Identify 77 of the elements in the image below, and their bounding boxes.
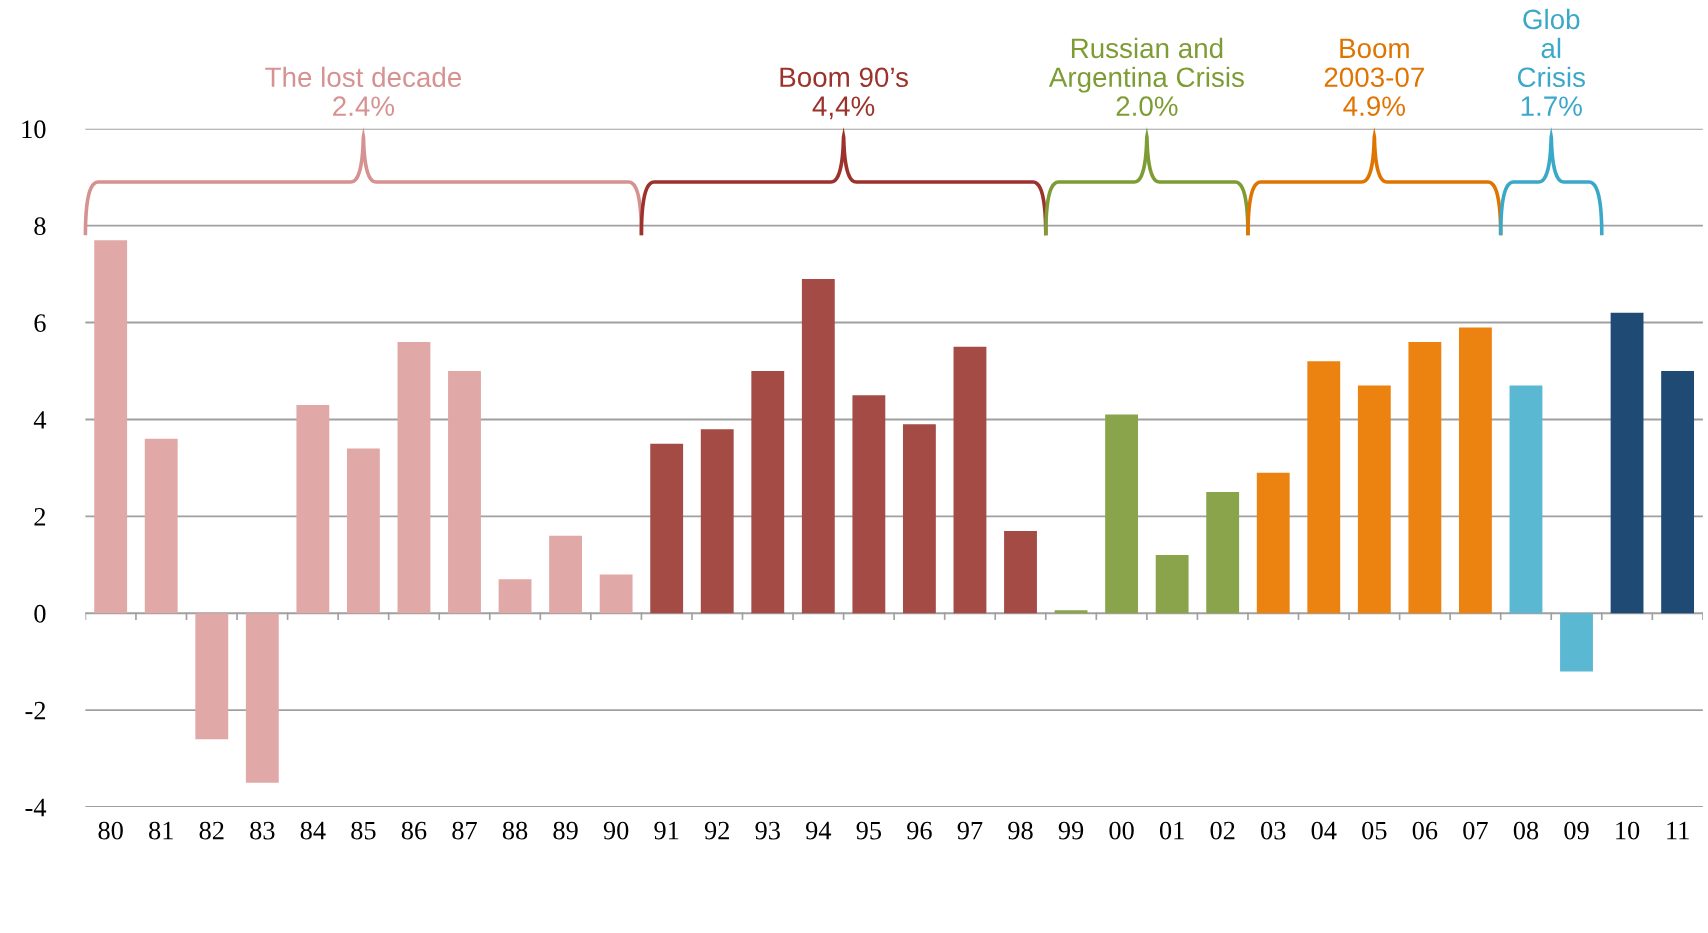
bar (245, 613, 279, 783)
bar (498, 579, 532, 614)
bar (852, 395, 886, 614)
y-tick-label: 10 (22, 120, 46, 139)
x-tick-label: 85 (351, 821, 376, 840)
bar (1509, 385, 1543, 614)
x-tick-label: 87 (452, 821, 477, 840)
bar (599, 574, 633, 614)
bar (650, 443, 684, 614)
x-tick-label: 09 (1564, 821, 1589, 840)
x-tick-label: 83 (250, 821, 275, 840)
bar (397, 341, 431, 614)
x-tick-label: 00 (1109, 821, 1134, 840)
x-tick-label: 91 (654, 821, 679, 840)
bar (1357, 385, 1391, 614)
x-tick-label: 08 (1513, 821, 1539, 840)
y-tick-label: -2 (25, 701, 46, 720)
x-tick-label: 95 (856, 821, 882, 840)
x-tick-label: 01 (1159, 821, 1184, 840)
x-tick-label: 11 (1667, 821, 1689, 840)
x-tick-label: 96 (907, 821, 932, 840)
bar (296, 404, 330, 614)
bar (1458, 327, 1492, 614)
x-tick-label: 92 (704, 821, 729, 840)
text: Boom 90’s 4,4% (780, 67, 908, 120)
x-tick-label: 05 (1362, 821, 1387, 840)
x-tick-label: 89 (553, 821, 578, 840)
y-tick-label: 6 (34, 314, 46, 332)
bar (700, 429, 734, 614)
x-tick-label: 86 (401, 821, 427, 840)
x-tick-label: 03 (1261, 821, 1286, 840)
bar (751, 371, 785, 614)
bar (195, 613, 229, 740)
y-tick-label: 4 (33, 411, 47, 429)
bar (1155, 555, 1189, 614)
text: Glob al Crisis 1.7% (1517, 8, 1585, 116)
bar (1256, 472, 1290, 614)
bar (448, 371, 481, 614)
x-tick-label: 81 (149, 821, 173, 840)
bar (1408, 341, 1442, 614)
bar (1105, 414, 1139, 614)
bar (1307, 361, 1341, 614)
bar (346, 448, 380, 614)
x-tick-label: 80 (98, 821, 123, 840)
x-tick-label: 04 (1311, 821, 1337, 840)
text: Russian and Argentina Crisis 2.0% (1048, 37, 1244, 116)
x-tick-label: 07 (1463, 821, 1488, 840)
bar (1206, 492, 1240, 614)
x-tick-label: 02 (1210, 821, 1235, 840)
x-tick-label: 06 (1412, 821, 1438, 840)
bar (1661, 371, 1695, 614)
y-tick-label: 2 (34, 508, 46, 526)
x-tick-label: 93 (755, 821, 780, 840)
x-tick-label: 82 (199, 821, 224, 840)
x-tick-label: 98 (1008, 821, 1033, 840)
bar (1560, 613, 1593, 672)
y-tick-label: -4 (25, 798, 47, 817)
x-tick-label: 97 (957, 821, 983, 840)
x-tick-label: 99 (1058, 821, 1084, 840)
bar (549, 535, 583, 614)
x-tick-label: 88 (502, 821, 528, 840)
x-tick-label: 84 (300, 821, 326, 840)
y-tick-label: 8 (34, 217, 46, 236)
bar (953, 346, 987, 614)
x-tick-label: 10 (1616, 821, 1640, 840)
bar (801, 278, 835, 614)
bar (144, 438, 178, 614)
bar (1054, 610, 1088, 614)
bar (1004, 530, 1037, 614)
x-tick-label: 94 (805, 821, 832, 840)
bar (902, 424, 936, 614)
bar (1610, 312, 1644, 614)
x-tick-label: 90 (603, 821, 629, 840)
text: The lost decade 2.4% (265, 66, 462, 116)
bar (94, 240, 128, 614)
text: Boom 2003-07 4.9% (1324, 38, 1424, 116)
y-tick-label: 0 (34, 604, 46, 623)
